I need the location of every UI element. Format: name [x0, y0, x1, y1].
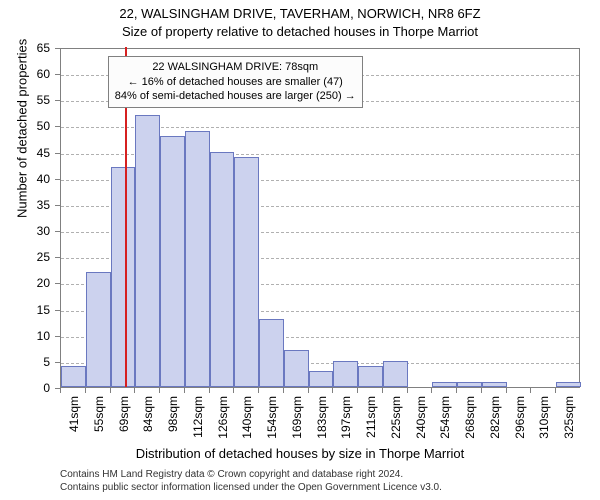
- x-tick-label: 98sqm: [166, 396, 180, 456]
- y-tick-label: 15: [0, 303, 50, 317]
- x-tick-label: 240sqm: [414, 396, 428, 456]
- chart-title-line1: 22, WALSINGHAM DRIVE, TAVERHAM, NORWICH,…: [0, 6, 600, 21]
- x-tick-mark: [308, 388, 309, 393]
- y-tick-label: 25: [0, 250, 50, 264]
- y-tick-label: 0: [0, 381, 50, 395]
- y-tick-mark: [55, 205, 60, 206]
- footer-line-2: Contains public sector information licen…: [60, 481, 580, 494]
- y-tick-mark: [55, 257, 60, 258]
- y-tick-mark: [55, 48, 60, 49]
- y-tick-mark: [55, 126, 60, 127]
- chart-title-line2: Size of property relative to detached ho…: [0, 24, 600, 39]
- annotation-box: 22 WALSINGHAM DRIVE: 78sqm ← 16% of deta…: [108, 56, 363, 109]
- x-tick-mark: [530, 388, 531, 393]
- y-tick-mark: [55, 231, 60, 232]
- x-tick-mark: [357, 388, 358, 393]
- x-tick-mark: [481, 388, 482, 393]
- x-tick-label: 325sqm: [562, 396, 576, 456]
- y-tick-mark: [55, 283, 60, 284]
- histogram-bar: [556, 382, 581, 387]
- y-tick-label: 30: [0, 224, 50, 238]
- x-tick-label: 126sqm: [216, 396, 230, 456]
- histogram-bar: [86, 272, 111, 387]
- histogram-bar: [482, 382, 507, 387]
- x-tick-label: 55sqm: [92, 396, 106, 456]
- y-tick-label: 45: [0, 146, 50, 160]
- x-tick-label: 169sqm: [290, 396, 304, 456]
- y-tick-label: 40: [0, 172, 50, 186]
- x-tick-label: 41sqm: [67, 396, 81, 456]
- y-tick-label: 35: [0, 198, 50, 212]
- histogram-bar: [135, 115, 160, 387]
- x-tick-label: 211sqm: [364, 396, 378, 456]
- x-tick-label: 282sqm: [488, 396, 502, 456]
- histogram-bar: [383, 361, 408, 387]
- annotation-line-3: 84% of semi-detached houses are larger (…: [115, 89, 356, 104]
- x-tick-mark: [506, 388, 507, 393]
- histogram-bar: [457, 382, 482, 387]
- x-tick-label: 112sqm: [191, 396, 205, 456]
- y-tick-label: 50: [0, 119, 50, 133]
- histogram-bar: [210, 152, 235, 387]
- histogram-bar: [284, 350, 309, 387]
- histogram-bar: [61, 366, 86, 387]
- y-tick-mark: [55, 336, 60, 337]
- x-tick-mark: [134, 388, 135, 393]
- x-tick-label: 140sqm: [240, 396, 254, 456]
- x-tick-mark: [159, 388, 160, 393]
- x-tick-mark: [555, 388, 556, 393]
- y-tick-mark: [55, 362, 60, 363]
- histogram-bar: [333, 361, 358, 387]
- y-tick-label: 65: [0, 41, 50, 55]
- x-tick-mark: [456, 388, 457, 393]
- x-tick-mark: [258, 388, 259, 393]
- x-tick-label: 197sqm: [339, 396, 353, 456]
- histogram-bar: [111, 167, 136, 387]
- y-tick-label: 5: [0, 355, 50, 369]
- x-tick-label: 268sqm: [463, 396, 477, 456]
- x-tick-mark: [431, 388, 432, 393]
- y-tick-mark: [55, 74, 60, 75]
- histogram-bar: [259, 319, 284, 387]
- x-tick-label: 310sqm: [537, 396, 551, 456]
- annotation-line-1: 22 WALSINGHAM DRIVE: 78sqm: [115, 60, 356, 75]
- annotation-line-2: ← 16% of detached houses are smaller (47…: [115, 75, 356, 90]
- x-tick-mark: [184, 388, 185, 393]
- histogram-bar: [309, 371, 334, 387]
- x-tick-mark: [60, 388, 61, 393]
- x-tick-label: 225sqm: [389, 396, 403, 456]
- histogram-chart: 22, WALSINGHAM DRIVE, TAVERHAM, NORWICH,…: [0, 0, 600, 500]
- histogram-bar: [358, 366, 383, 387]
- attribution-footer: Contains HM Land Registry data © Crown c…: [60, 468, 580, 494]
- x-tick-mark: [407, 388, 408, 393]
- x-tick-mark: [209, 388, 210, 393]
- y-tick-label: 10: [0, 329, 50, 343]
- y-tick-mark: [55, 153, 60, 154]
- histogram-bar: [234, 157, 259, 387]
- x-tick-mark: [382, 388, 383, 393]
- y-tick-mark: [55, 310, 60, 311]
- histogram-bar: [432, 382, 457, 387]
- y-tick-label: 55: [0, 93, 50, 107]
- x-tick-mark: [283, 388, 284, 393]
- y-tick-label: 20: [0, 276, 50, 290]
- x-tick-label: 154sqm: [265, 396, 279, 456]
- histogram-bar: [160, 136, 185, 387]
- footer-line-1: Contains HM Land Registry data © Crown c…: [60, 468, 580, 481]
- x-tick-label: 183sqm: [315, 396, 329, 456]
- y-tick-mark: [55, 179, 60, 180]
- x-tick-mark: [332, 388, 333, 393]
- x-tick-mark: [110, 388, 111, 393]
- y-tick-mark: [55, 100, 60, 101]
- plot-area: 22 WALSINGHAM DRIVE: 78sqm ← 16% of deta…: [60, 48, 580, 388]
- x-tick-label: 254sqm: [438, 396, 452, 456]
- x-tick-label: 84sqm: [141, 396, 155, 456]
- histogram-bar: [185, 131, 210, 387]
- y-tick-label: 60: [0, 67, 50, 81]
- x-tick-label: 296sqm: [513, 396, 527, 456]
- x-tick-mark: [85, 388, 86, 393]
- x-tick-mark: [233, 388, 234, 393]
- x-tick-label: 69sqm: [117, 396, 131, 456]
